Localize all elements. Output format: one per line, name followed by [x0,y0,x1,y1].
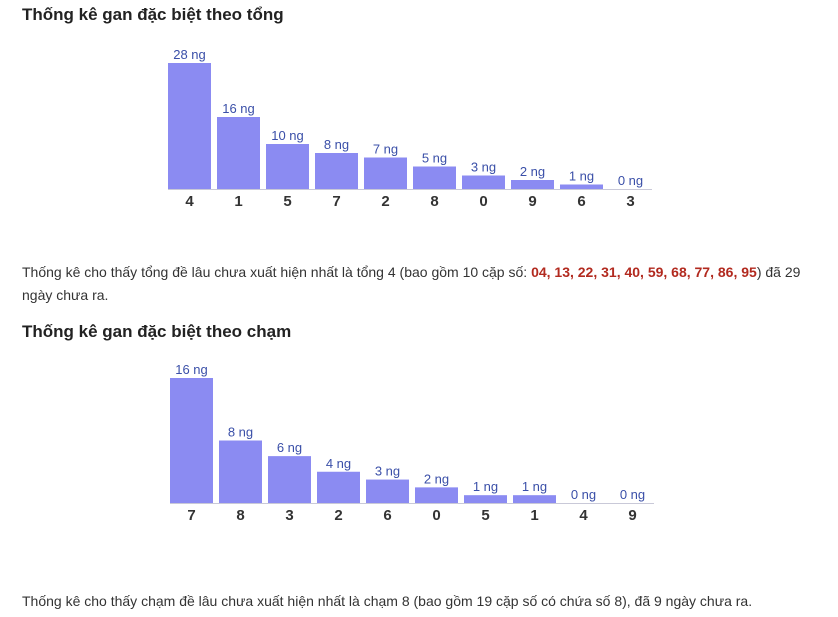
category-tick-label: 0 [479,193,487,210]
bar-value-label: 7 ng [373,142,398,157]
category-tick-label: 8 [430,193,438,210]
chart-bar [317,471,360,503]
category-tick-label: 6 [383,507,391,524]
category-tick-label: 5 [481,507,489,524]
bar-value-label: 3 ng [471,160,496,175]
chart-bar [413,166,456,189]
bar-value-label: 16 ng [222,101,255,116]
category-tick-label: 6 [577,193,585,210]
category-tick-label: 7 [332,193,340,210]
category-tick-label: 1 [530,507,538,524]
section-heading-cham: Thống kê gan đặc biệt theo chạm [22,322,292,341]
summary-tong: Thống kê cho thấy tổng đề lâu chưa xuất … [22,261,822,307]
bar-value-label: 1 ng [473,479,498,494]
chart-bar [462,175,505,189]
bar-value-label: 4 ng [326,456,351,471]
chart-bar [366,479,409,503]
bar-chart-tong: 28 ng 4 16 ng 1 10 ng 5 8 ng 7 7 ng 2 5 ng 8 3 ng 0 2 … [168,47,652,210]
chart-bar [168,63,211,189]
category-tick-label: 3 [626,193,634,210]
chart-bar [217,117,260,189]
chart-bar [513,495,556,503]
category-tick-label: 4 [185,193,194,210]
section-heading-tong: Thống kê gan đặc biệt theo tổng [22,5,284,24]
category-tick-label: 2 [381,193,389,210]
bar-value-label: 5 ng [422,151,447,166]
bar-value-label: 6 ng [277,440,302,455]
summary-tong-pairs: 04, 13, 22, 31, 40, 59, 68, 77, 86, 95 [531,264,757,280]
summary-cham: Thống kê cho thấy chạm đề lâu chưa xuất … [22,593,753,609]
bar-value-label: 8 ng [228,425,253,440]
bar-chart-cham: 16 ng 7 8 ng 8 6 ng 3 4 ng 2 3 ng 6 2 ng 0 1 ng 5 1 ng… [170,362,654,524]
chart-bar [170,378,213,503]
chart-bar [315,153,358,189]
chart-bar [415,487,458,503]
bar-value-label: 1 ng [569,169,594,184]
bar-value-label: 0 ng [571,487,596,502]
category-tick-label: 9 [628,507,636,524]
summary-tong-text: Thống kê cho thấy tổng đề lâu chưa xuất … [22,264,532,280]
category-tick-label: 3 [285,507,293,524]
chart-bar [560,184,603,189]
chart-bar [219,440,262,503]
bar-value-label: 8 ng [324,137,349,152]
bar-value-label: 2 ng [520,164,545,179]
chart-bar [511,180,554,189]
bar-value-label: 16 ng [175,362,208,377]
chart-bar [364,157,407,189]
chart-bar [464,495,507,503]
category-tick-label: 5 [283,193,291,210]
bar-value-label: 0 ng [620,487,645,502]
bar-value-label: 28 ng [173,47,206,62]
category-tick-label: 2 [334,507,342,524]
category-tick-label: 4 [579,507,588,524]
summary-tong-tail: ) đã 29 ngày chưa ra. [22,264,801,303]
category-tick-label: 7 [187,507,195,524]
chart-bar [268,456,311,503]
bar-value-label: 0 ng [618,173,643,188]
bar-value-label: 2 ng [424,471,449,486]
bar-value-label: 10 ng [271,128,304,143]
bar-value-label: 3 ng [375,464,400,479]
category-tick-label: 8 [236,507,244,524]
bar-value-label: 1 ng [522,479,547,494]
category-tick-label: 0 [432,507,440,524]
category-tick-label: 9 [528,193,536,210]
category-tick-label: 1 [234,193,242,210]
chart-bar [266,144,309,189]
